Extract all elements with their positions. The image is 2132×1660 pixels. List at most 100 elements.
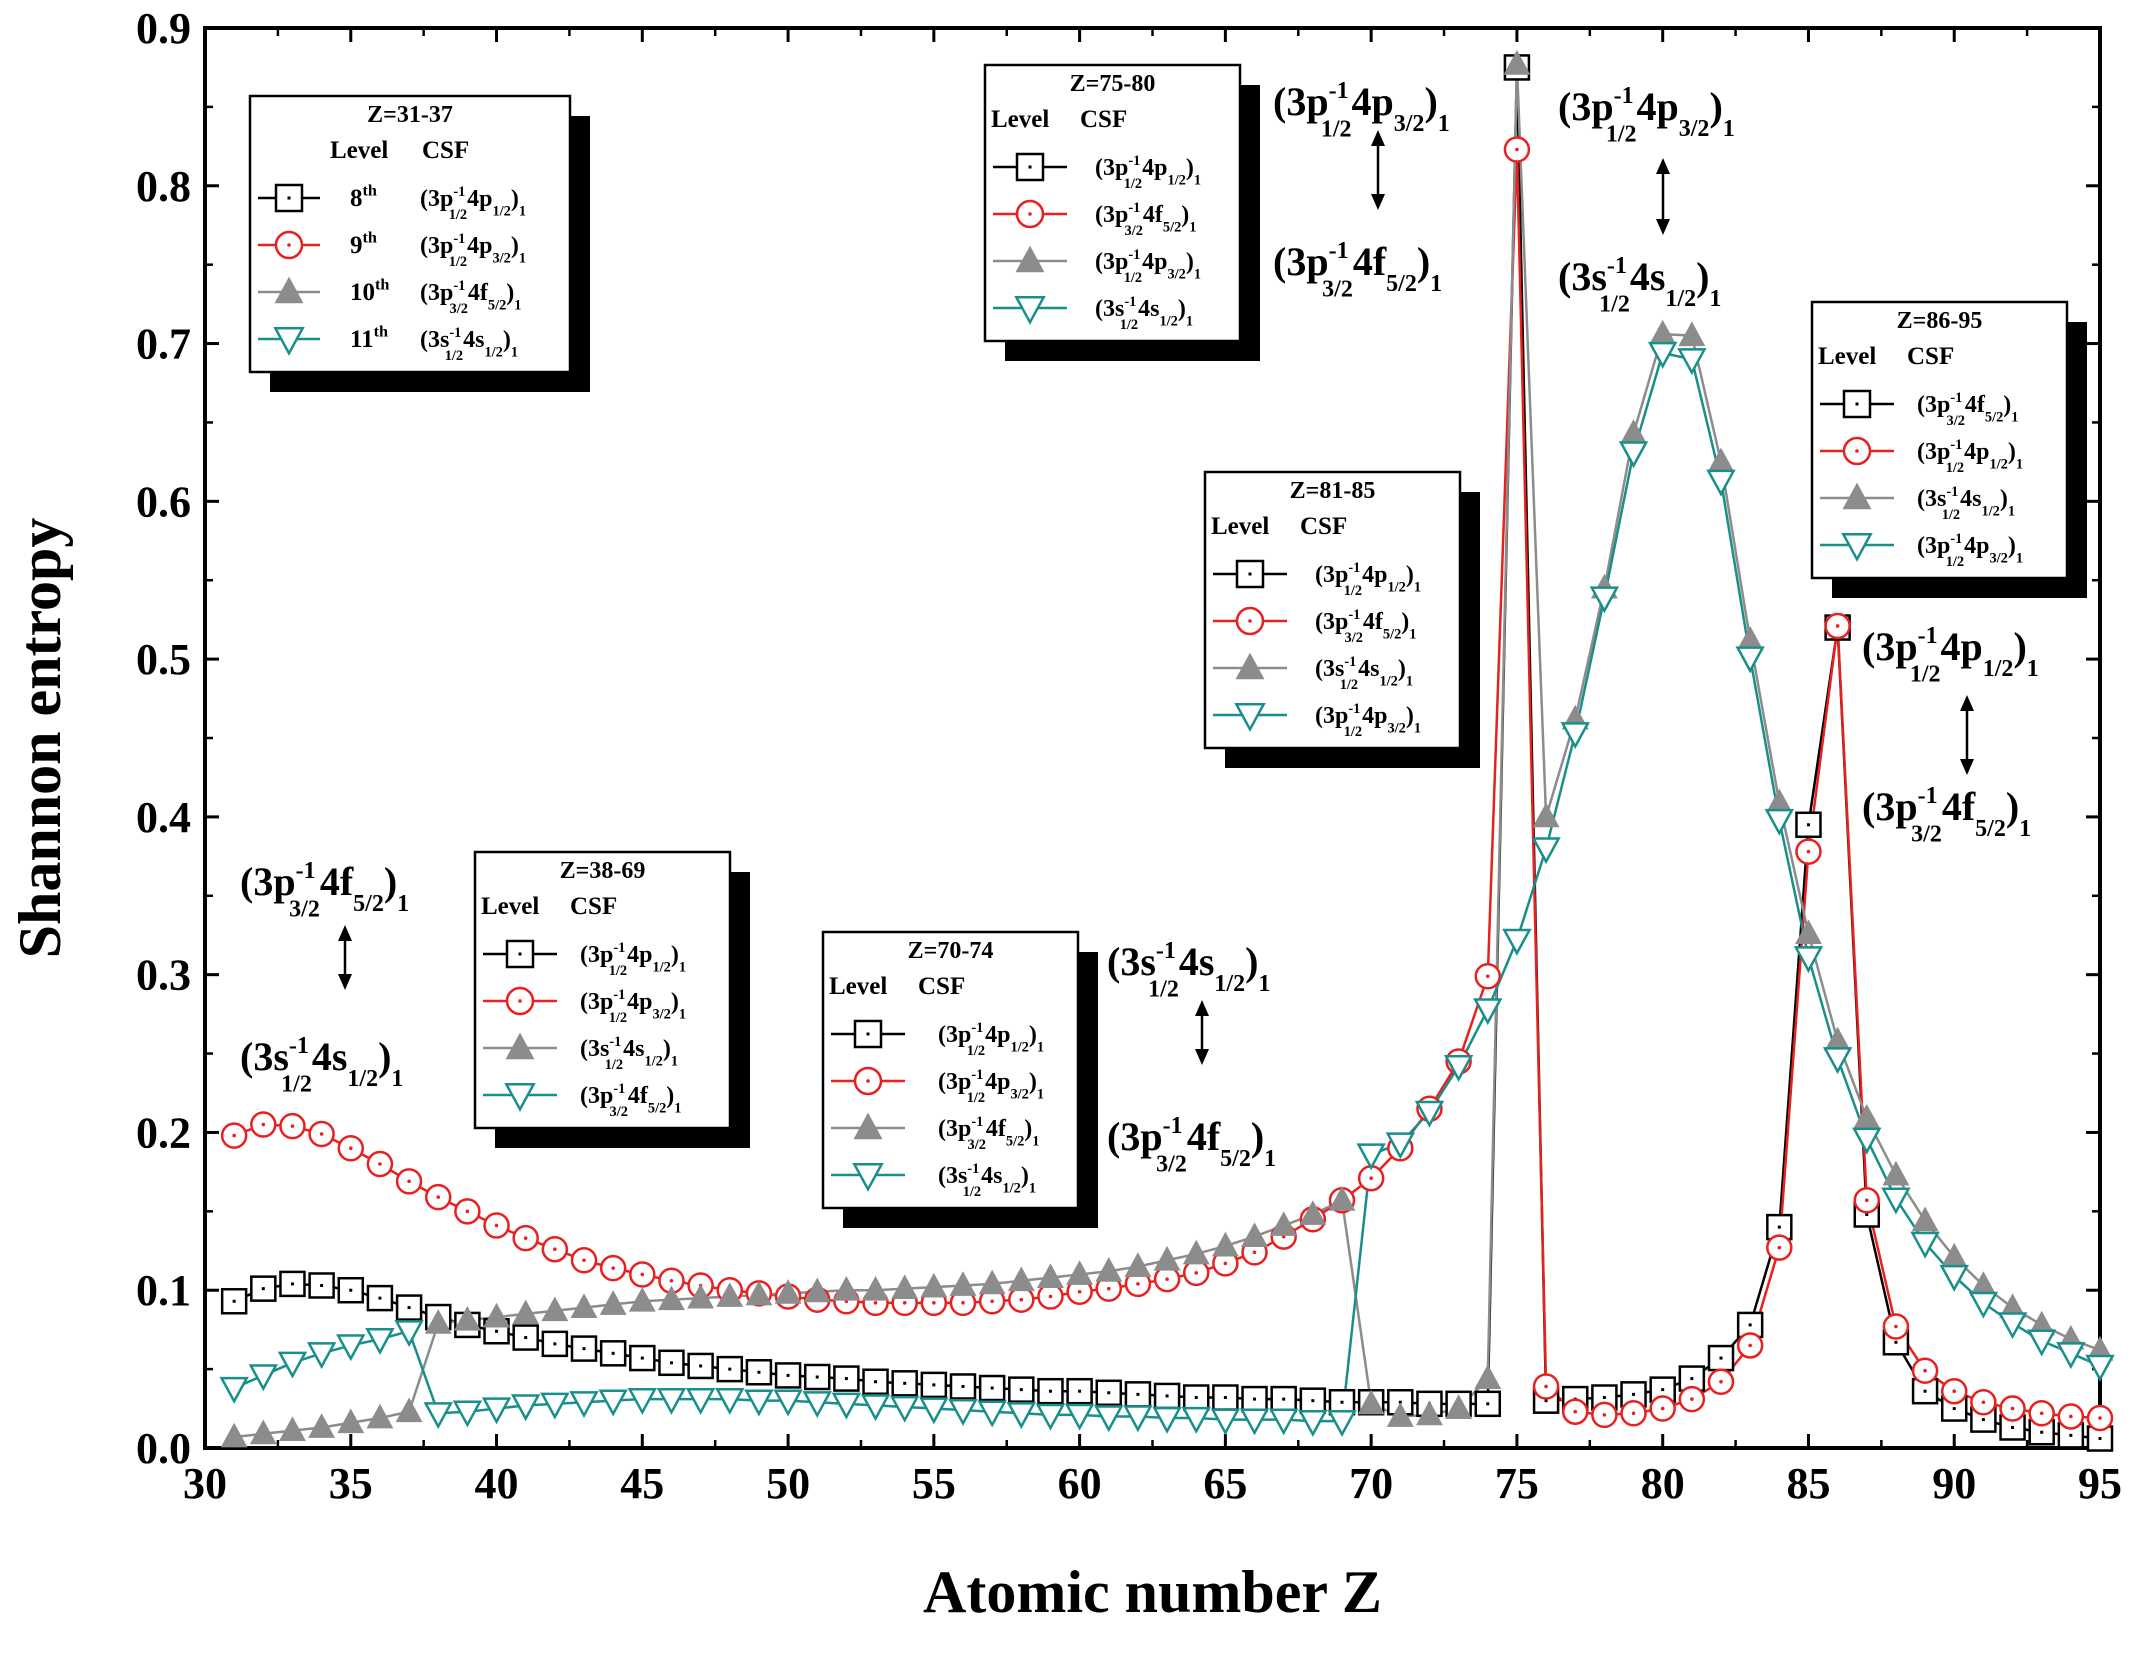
data-point — [1647, 341, 1678, 369]
data-point-dot — [553, 1342, 557, 1346]
data-point-dot — [1078, 1389, 1082, 1393]
legend-marker-dot — [1248, 572, 1252, 576]
data-point — [1385, 1132, 1416, 1160]
y-tick-label: 0.1 — [136, 1266, 191, 1315]
annotation-top: (3p-1 1/24p3/2)1 — [1273, 78, 1450, 142]
data-point — [656, 1387, 687, 1415]
data-point-dot — [990, 1386, 994, 1390]
data-point — [1270, 1211, 1298, 1236]
annotation-top: (3p-1 1/24p3/2)1 — [1558, 83, 1735, 147]
legend-level: 8th — [350, 182, 377, 213]
legend-level: 9th — [350, 229, 377, 260]
legend-box: Z=38-69 Level CSF (3p-1 1/24p1/2)1 (3p-1 1/24p… — [473, 850, 750, 1148]
legend-marker — [1842, 482, 1872, 510]
x-axis-title: Atomic number Z — [923, 1559, 1382, 1625]
double-arrow-head-up — [1371, 130, 1385, 146]
legend-marker — [1234, 703, 1266, 732]
data-point — [512, 1299, 540, 1325]
data-point-dot — [1252, 1250, 1257, 1255]
data-point — [481, 1397, 512, 1425]
data-point — [483, 1302, 510, 1328]
data-point — [249, 1419, 277, 1445]
data-point — [1589, 586, 1620, 614]
legend-title: Z=38-69 — [560, 858, 646, 884]
double-arrow-head-down — [1960, 759, 1974, 775]
data-point — [2085, 1354, 2115, 1382]
annotation-top: (3p-1 1/24p1/2)1 — [1862, 623, 2039, 687]
data-point-dot — [1660, 1406, 1665, 1411]
data-point-dot — [699, 1364, 703, 1368]
legend-csf: (3p-1 1/24p3/2)1 — [420, 231, 526, 270]
annotation: (3p-1 1/24p3/2)1 (3p-1 3/24f5/2)1 — [1273, 78, 1450, 302]
y-tick-label: 0.0 — [136, 1424, 191, 1473]
data-point — [862, 1275, 889, 1301]
data-point — [453, 1305, 481, 1331]
legend-marker-dot — [866, 1079, 870, 1083]
x-tick-label: 65 — [1203, 1459, 1247, 1508]
data-point-dot — [1894, 1340, 1898, 1344]
data-point — [948, 1398, 978, 1426]
data-point — [658, 1285, 685, 1311]
data-point — [540, 1392, 570, 1420]
legend-csf: (3p-1 1/24p3/2)1 — [1315, 701, 1421, 740]
data-point — [1327, 1410, 1357, 1437]
y-tick-label: 0.6 — [136, 477, 191, 526]
data-point — [569, 1391, 599, 1419]
data-point — [977, 1400, 1007, 1428]
legend-title: Z=31-37 — [367, 102, 453, 128]
data-point — [1299, 1200, 1327, 1225]
data-point — [2056, 1342, 2086, 1370]
legend-box: Z=31-37 Level CSF 8th (3p-1 1/24p1/2)1 9th (3p-… — [248, 94, 590, 392]
legend-title: Z=86-95 — [1897, 308, 1983, 334]
legend-title: Z=81-85 — [1290, 478, 1376, 504]
data-point-dot — [640, 1272, 645, 1277]
legend-marker — [1841, 533, 1873, 562]
annotation: (3p-1 3/24f5/2)1 (3s-1 1/24s1/2)1 — [240, 858, 409, 1097]
data-point-dot — [319, 1132, 324, 1136]
data-point — [395, 1397, 423, 1423]
data-point — [1094, 1405, 1124, 1433]
data-point-dot — [348, 1146, 353, 1151]
y-tick-label: 0.7 — [136, 320, 191, 369]
annotation-bottom: (3p-1 3/24f5/2)1 — [1862, 783, 2031, 847]
data-point-dot — [261, 1287, 265, 1291]
data-point-dot — [1981, 1418, 1985, 1422]
data-point-dot — [232, 1133, 236, 1138]
double-arrow-head-down — [1195, 1049, 1209, 1065]
data-point — [1153, 1246, 1181, 1271]
data-point-dot — [990, 1299, 994, 1304]
legend-csf: (3p-1 1/24p1/2)1 — [1917, 437, 2023, 476]
data-point-dot — [290, 1282, 294, 1286]
data-point — [1123, 1405, 1153, 1433]
data-point-dot — [1952, 1407, 1956, 1411]
data-point — [687, 1352, 714, 1380]
y-tick-label: 0.4 — [136, 793, 191, 842]
data-point — [452, 1400, 483, 1428]
legend-csf: (3s-1 1/24s1/2)1 — [580, 1034, 678, 1073]
data-point-dot — [1864, 1198, 1869, 1203]
data-point-dot — [1602, 1413, 1607, 1417]
data-point-dot — [2069, 1433, 2073, 1437]
x-tick-label: 30 — [183, 1459, 227, 1508]
data-point-dot — [1194, 1271, 1199, 1275]
legend-marker-dot — [1248, 619, 1252, 623]
legend-csf: (3p-1 1/24p1/2)1 — [938, 1020, 1044, 1059]
x-tick-label: 75 — [1495, 1459, 1539, 1508]
data-point-dot — [378, 1296, 382, 1300]
legend-marker — [853, 1112, 883, 1140]
data-point — [1066, 1260, 1094, 1285]
annotation-bottom: (3s-1 1/24s1/2)1 — [1558, 253, 1721, 317]
data-point — [1997, 1312, 2028, 1340]
data-point — [1532, 802, 1560, 828]
legend-csf: (3s-1 1/24s1/2)1 — [938, 1161, 1036, 1200]
annotation-top: (3s-1 1/24s1/2)1 — [1107, 938, 1270, 1002]
data-point — [1474, 1390, 1502, 1418]
legend-title: Z=75-80 — [1070, 71, 1156, 97]
y-tick-label: 0.8 — [136, 162, 191, 211]
legend-csf: (3s-1 1/24s1/2)1 — [420, 325, 518, 364]
markers-triangle-down — [219, 341, 2115, 1437]
legend-marker — [852, 1163, 884, 1192]
data-point — [1882, 1160, 1910, 1186]
data-point — [1416, 1400, 1443, 1426]
